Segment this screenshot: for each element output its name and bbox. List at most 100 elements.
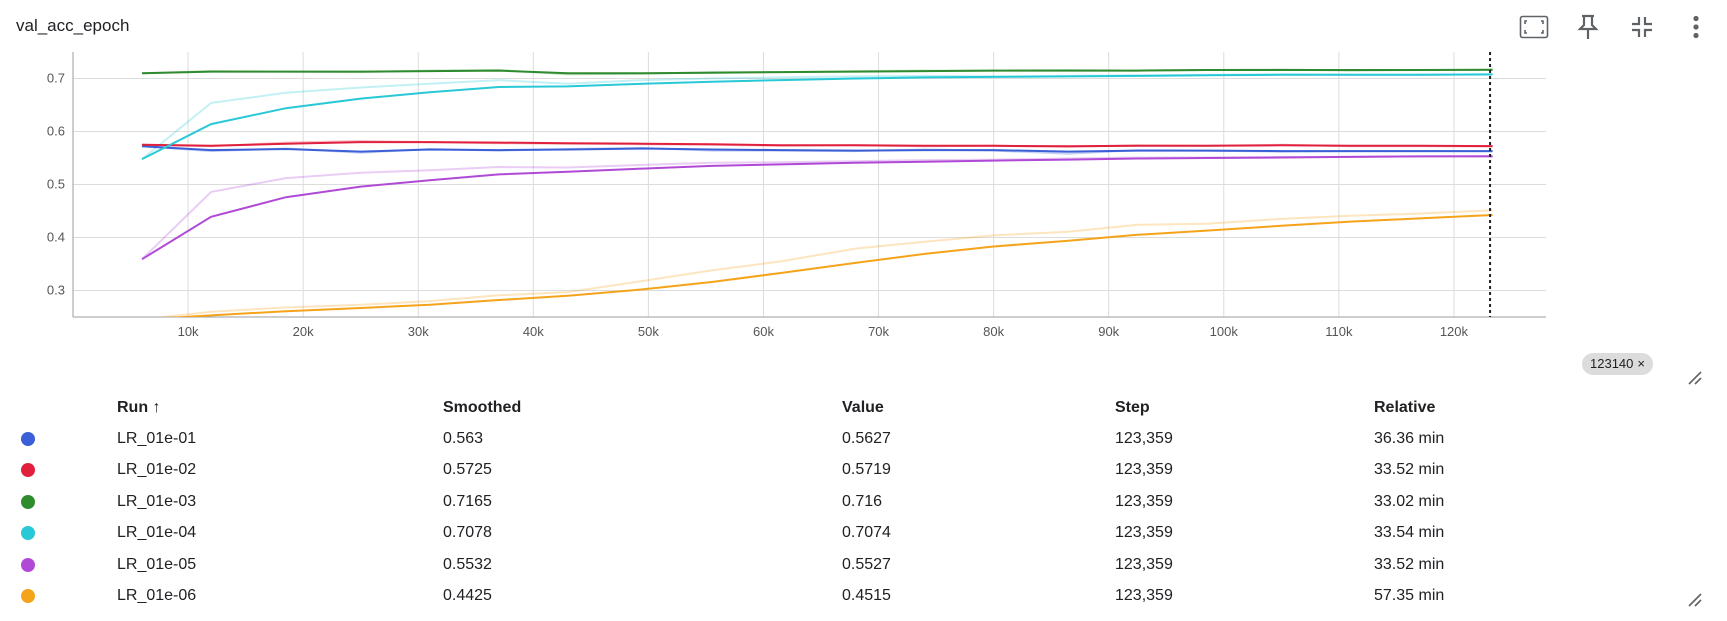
smoothed-series-line: [141, 141, 1493, 148]
column-header-smoothed[interactable]: Smoothed: [443, 399, 522, 416]
smoothed-series-line: [141, 145, 1493, 153]
run-color-dot: [0, 581, 117, 613]
runs-table: Run ↑ Smoothed Value Step Relative LR_01…: [0, 393, 1674, 612]
pin-icon: [1577, 14, 1599, 39]
collapse-icon: [1632, 17, 1652, 37]
run-name: LR_01e-04: [117, 524, 197, 542]
smoothed-value: 0.5532: [443, 555, 492, 573]
raw-value: 0.5527: [842, 555, 891, 573]
smoothed-series-line: [168, 214, 1493, 317]
smoothed-value: 0.5725: [443, 461, 492, 479]
smoothed-value: 0.7165: [443, 492, 492, 510]
run-name: LR_01e-02: [117, 461, 197, 479]
relative-time: 33.54 min: [1374, 524, 1445, 542]
run-color-dot: [21, 526, 35, 541]
resize-handle-icon[interactable]: [1687, 370, 1703, 386]
x-tick-label: 80k: [983, 324, 1004, 339]
smoothed-lines: [141, 68, 1493, 317]
run-color-dot: [21, 589, 35, 604]
fit-domain-button[interactable]: [1517, 10, 1551, 44]
x-tick-label: 10k: [178, 324, 199, 339]
y-tick-label: 0.3: [47, 283, 65, 298]
smoothed-value: 0.4425: [443, 587, 492, 605]
raw-value: 0.7074: [842, 524, 891, 542]
run-name: LR_01e-06: [117, 587, 197, 605]
step-value: 123,359: [1115, 555, 1173, 573]
table-row[interactable]: LR_01e-03 0.7165 0.716 123,359 33.02 min: [0, 486, 1674, 518]
raw-value: 0.716: [842, 492, 883, 510]
fit-to-data-icon: [1519, 15, 1549, 39]
run-color-dot: [0, 423, 117, 455]
x-tick-label: 70k: [868, 324, 889, 339]
run-color-dot: [0, 549, 117, 581]
axes: 10k 20k 30k 40k 50k 60k 70k 80k 90k 100k 110k 120k 0…: [47, 52, 1546, 339]
column-header-color: [0, 393, 117, 423]
smoothed-series-line: [141, 68, 1493, 75]
smoothed-series-line: [141, 73, 1493, 160]
column-header-relative[interactable]: Relative: [1374, 399, 1436, 416]
relative-time: 33.02 min: [1374, 492, 1445, 510]
step-value: 123,359: [1115, 492, 1173, 510]
run-name: LR_01e-03: [117, 492, 197, 510]
run-color-dot: [0, 518, 117, 550]
x-tick-label: 60k: [753, 324, 774, 339]
smoothed-value: 0.563: [443, 429, 484, 447]
step-value: 123,359: [1115, 461, 1173, 479]
more-button[interactable]: [1679, 10, 1713, 44]
raw-lines: [141, 68, 1493, 317]
raw-value: 0.5627: [842, 429, 891, 447]
raw-series-line: [155, 209, 1493, 317]
pin-button[interactable]: [1571, 10, 1605, 44]
card-toolbar: [1517, 10, 1713, 44]
run-name: LR_01e-05: [117, 555, 197, 573]
smoothed-series-line: [141, 155, 1493, 261]
table-row[interactable]: LR_01e-02 0.5725 0.5719 123,359 33.52 min: [0, 455, 1674, 487]
run-color-dot: [21, 431, 35, 446]
line-chart[interactable]: 10k 20k 30k 40k 50k 60k 70k 80k 90k 100k 110k 120k 0…: [0, 50, 1727, 390]
y-tick-label: 0.4: [47, 230, 65, 245]
y-tick-label: 0.7: [47, 71, 65, 86]
run-color-dot: [21, 494, 35, 509]
relative-time: 33.52 min: [1374, 461, 1445, 479]
resize-handle-icon[interactable]: [1687, 592, 1703, 608]
raw-value: 0.4515: [842, 587, 891, 605]
run-color-dot: [0, 455, 117, 487]
table-row[interactable]: LR_01e-04 0.7078 0.7074 123,359 33.54 min: [0, 518, 1674, 550]
run-name: LR_01e-01: [117, 429, 197, 447]
step-value: 123,359: [1115, 429, 1173, 447]
table-header-row: Run ↑ Smoothed Value Step Relative: [0, 393, 1674, 423]
x-tick-label: 50k: [638, 324, 659, 339]
step-marker-label: 123140: [1590, 356, 1634, 371]
x-tick-label: 20k: [293, 324, 314, 339]
x-tick-label: 110k: [1325, 324, 1353, 339]
column-header-value[interactable]: Value: [842, 399, 884, 416]
table-row[interactable]: LR_01e-01 0.563 0.5627 123,359 36.36 min: [0, 423, 1674, 455]
step-marker-chip[interactable]: 123140 ×: [1582, 353, 1653, 375]
x-tick-label: 90k: [1098, 324, 1119, 339]
smoothed-value: 0.7078: [443, 524, 492, 542]
more-vert-icon: [1693, 15, 1699, 39]
x-tick-label: 100k: [1210, 324, 1239, 339]
column-header-step[interactable]: Step: [1115, 399, 1150, 416]
y-tick-label: 0.5: [47, 177, 65, 192]
relative-time: 33.52 min: [1374, 555, 1445, 573]
run-color-dot: [21, 463, 35, 478]
table-row[interactable]: LR_01e-05 0.5532 0.5527 123,359 33.52 min: [0, 549, 1674, 581]
relative-time: 57.35 min: [1374, 587, 1445, 605]
step-value: 123,359: [1115, 587, 1173, 605]
y-tick-label: 0.6: [47, 124, 65, 139]
runs-table-wrap: Run ↑ Smoothed Value Step Relative LR_01…: [0, 393, 1727, 612]
collapse-button[interactable]: [1625, 10, 1659, 44]
column-header-run[interactable]: Run ↑: [117, 399, 161, 416]
run-color-dot: [0, 486, 117, 518]
raw-value: 0.5719: [842, 461, 891, 479]
close-icon[interactable]: ×: [1637, 356, 1645, 371]
relative-time: 36.36 min: [1374, 429, 1445, 447]
chart-title: val_acc_epoch: [16, 16, 130, 35]
raw-series-line: [141, 155, 1493, 260]
table-row[interactable]: LR_01e-06 0.4425 0.4515 123,359 57.35 min: [0, 581, 1674, 613]
run-color-dot: [21, 557, 35, 572]
step-value: 123,359: [1115, 524, 1173, 542]
x-tick-label: 40k: [523, 324, 544, 339]
x-tick-label: 30k: [408, 324, 429, 339]
